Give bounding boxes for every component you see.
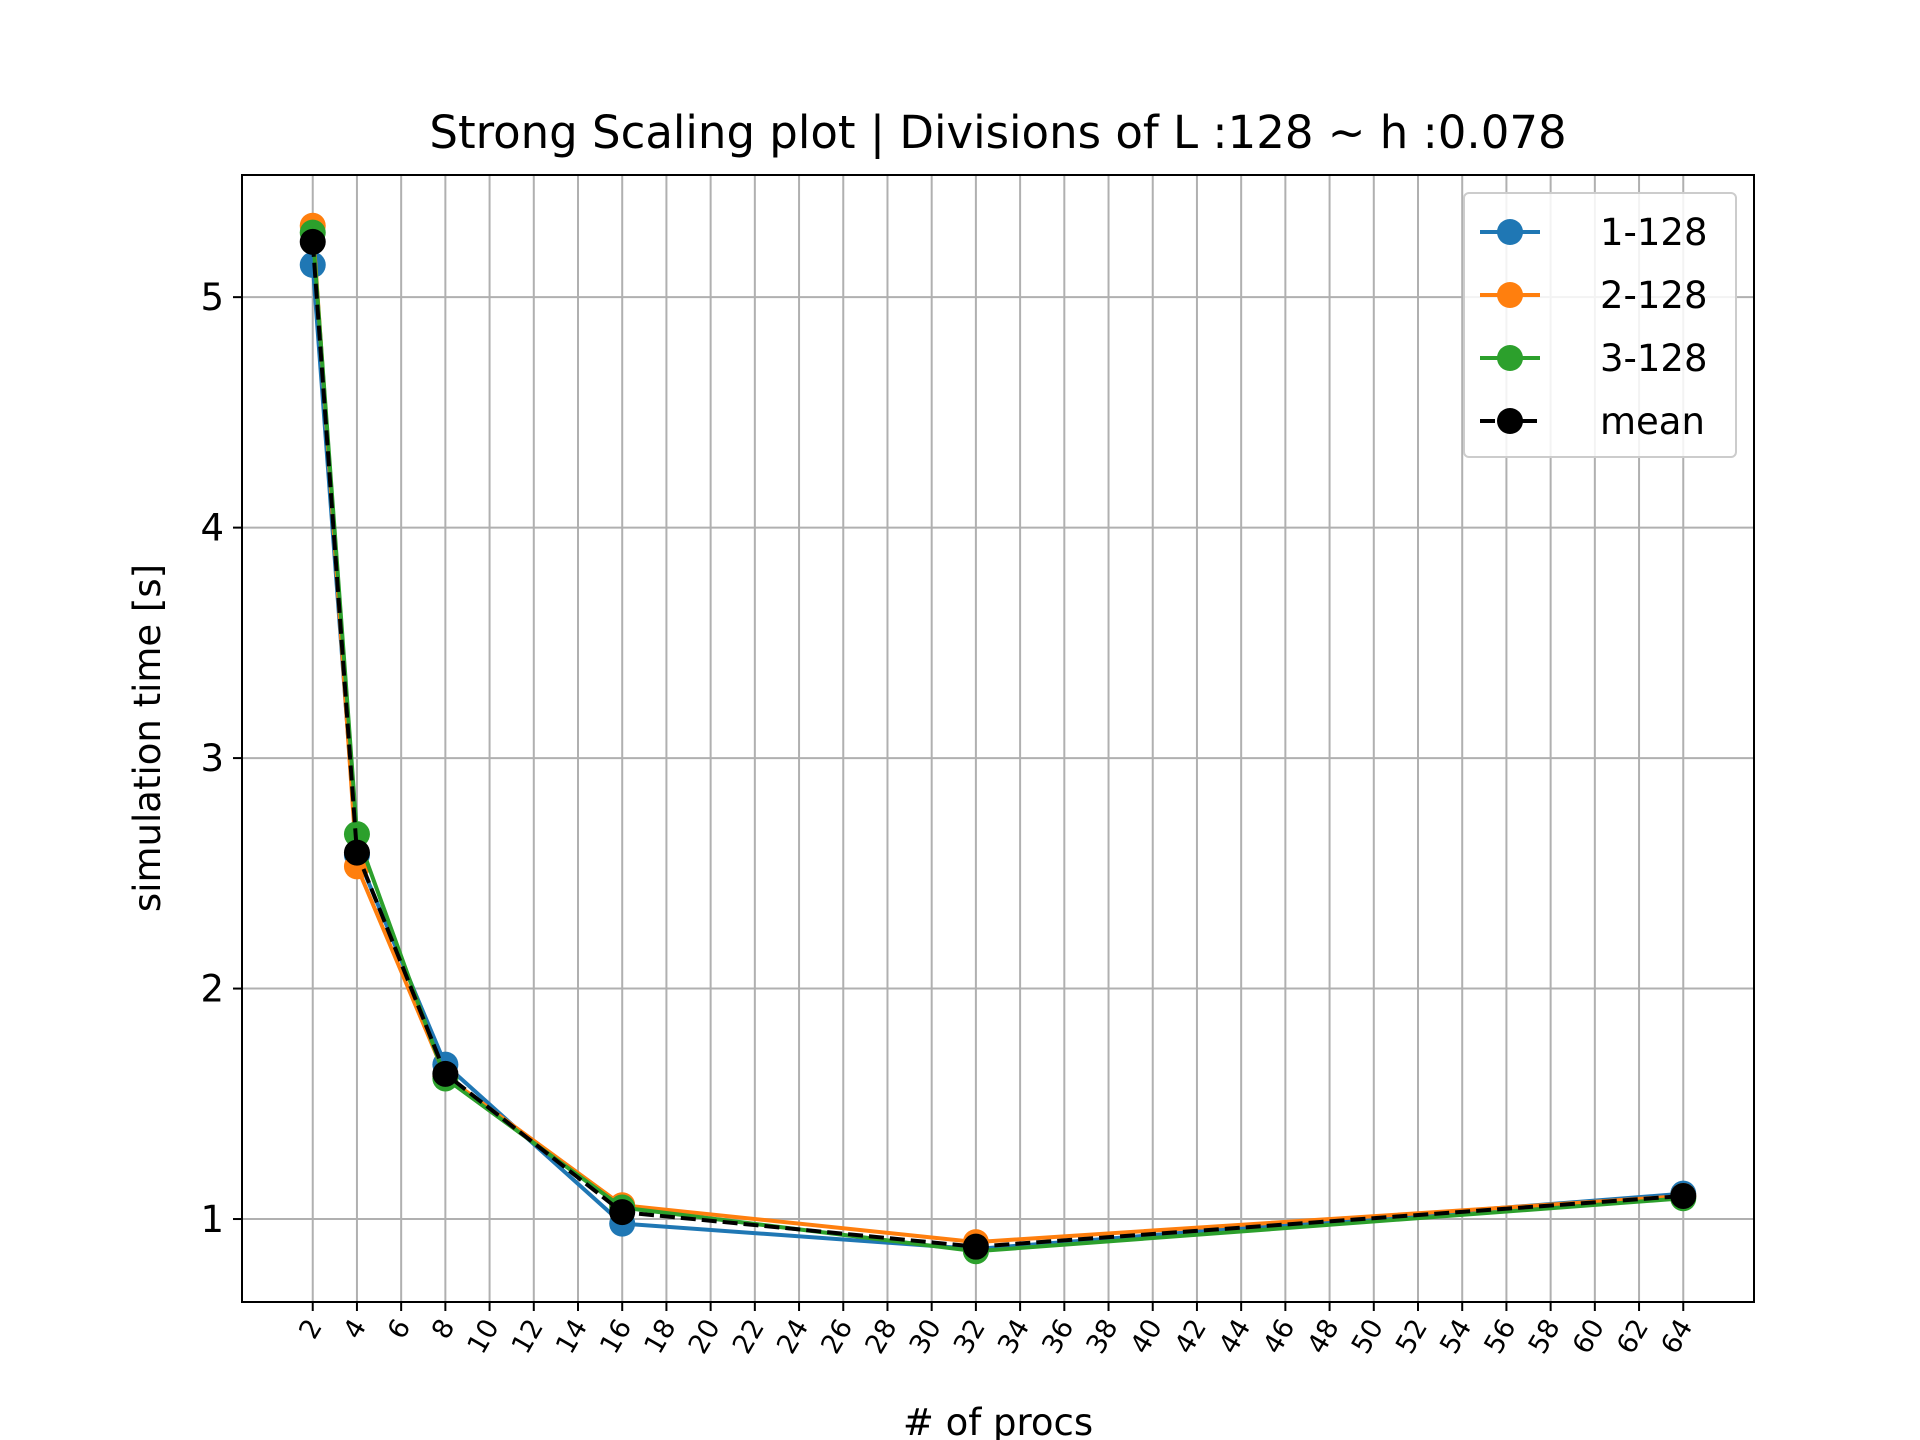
data-point-mean (432, 1060, 459, 1087)
legend-label: 1-128 (1600, 211, 1708, 254)
y-tick-label: 5 (200, 276, 224, 319)
legend-label: 2-128 (1600, 274, 1708, 317)
x-axis-label: # of procs (903, 1401, 1093, 1440)
y-tick-label: 2 (200, 968, 224, 1011)
y-axis: 1 2 3 4 5 (200, 276, 242, 1241)
y-tick-label: 1 (200, 1198, 224, 1241)
legend-swatch-marker (1497, 282, 1523, 308)
legend-label: mean (1600, 400, 1705, 443)
legend-box (1463, 192, 1737, 458)
y-tick-label: 3 (200, 737, 224, 780)
data-point-mean (962, 1233, 989, 1260)
legend-swatch-marker (1497, 345, 1523, 371)
legend-label: 3-128 (1600, 337, 1708, 380)
y-axis-label: simulation time [s] (126, 564, 169, 912)
data-point-mean (1670, 1182, 1697, 1209)
grid (242, 175, 1754, 1302)
series-line-mean (310, 241, 1684, 1249)
y-tick-label: 4 (200, 507, 224, 550)
axes-frame (241, 174, 1755, 1303)
data-point-mean (343, 839, 370, 866)
legend-swatch-marker (1497, 408, 1523, 434)
series-layer (299, 212, 1697, 1265)
chart-title: Strong Scaling plot | Divisions of L :12… (429, 106, 1566, 159)
data-point-mean (609, 1199, 636, 1226)
legend: 1-128 2-128 3-128 mean (1463, 192, 1737, 458)
data-point-mean (299, 228, 326, 255)
legend-swatch-marker (1497, 219, 1523, 245)
